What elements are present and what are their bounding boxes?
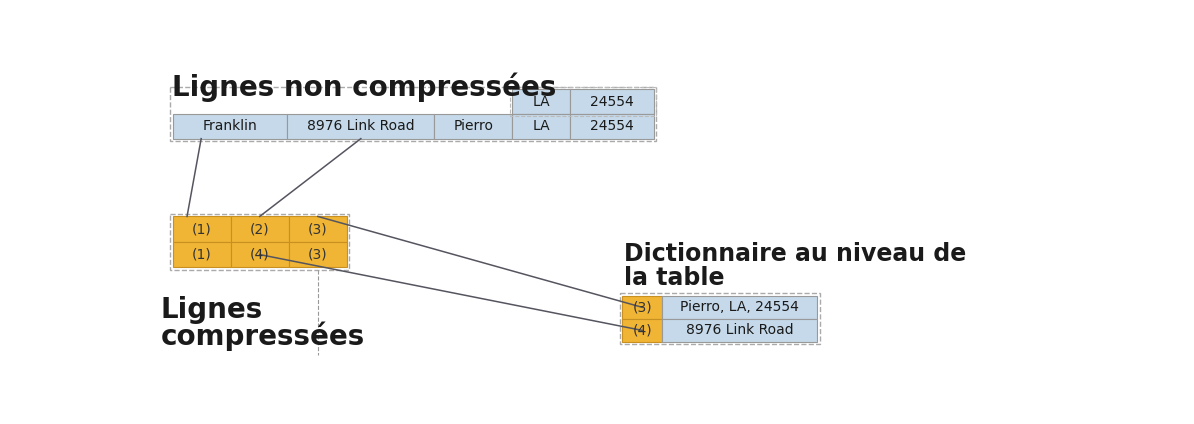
Text: compressées: compressées: [161, 322, 365, 351]
Text: Franklin: Franklin: [203, 119, 257, 133]
Text: 24554: 24554: [590, 95, 634, 109]
Bar: [230, 242, 289, 267]
Text: (4): (4): [633, 324, 652, 338]
Text: 8976 Link Road: 8976 Link Road: [307, 119, 414, 133]
Text: LA: LA: [533, 95, 549, 109]
Bar: [570, 89, 654, 114]
Bar: [171, 87, 656, 141]
Bar: [172, 114, 288, 139]
Bar: [172, 216, 230, 242]
Text: Pierro: Pierro: [454, 119, 493, 133]
Text: Pierro, LA, 24554: Pierro, LA, 24554: [681, 300, 799, 314]
Text: (2): (2): [250, 222, 270, 236]
Bar: [288, 114, 435, 139]
Text: (3): (3): [308, 222, 327, 236]
Text: LA: LA: [533, 119, 549, 133]
Bar: [171, 214, 349, 270]
Text: (1): (1): [192, 248, 211, 262]
Bar: [510, 87, 656, 116]
Text: Dictionnaire au niveau de: Dictionnaire au niveau de: [623, 242, 966, 266]
Text: 8976 Link Road: 8976 Link Road: [687, 324, 794, 338]
Bar: [289, 242, 347, 267]
Text: 24554: 24554: [590, 119, 634, 133]
Text: Lignes: Lignes: [161, 296, 263, 324]
Bar: [622, 296, 663, 319]
Bar: [172, 242, 230, 267]
Bar: [622, 319, 663, 342]
Text: Lignes non compressées: Lignes non compressées: [172, 73, 556, 102]
Text: la table: la table: [623, 266, 724, 290]
Bar: [663, 296, 818, 319]
Bar: [570, 114, 654, 139]
Text: (3): (3): [308, 248, 327, 262]
Text: (4): (4): [250, 248, 270, 262]
Bar: [289, 216, 347, 242]
Text: (1): (1): [192, 222, 211, 236]
Bar: [512, 89, 570, 114]
Bar: [435, 114, 512, 139]
Bar: [512, 114, 570, 139]
Bar: [620, 293, 819, 344]
Text: (3): (3): [633, 300, 652, 314]
Bar: [230, 216, 289, 242]
Bar: [663, 319, 818, 342]
